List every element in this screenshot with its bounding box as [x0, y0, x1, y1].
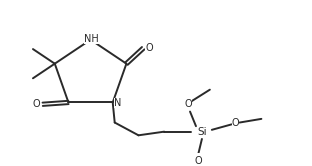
Text: O: O [184, 99, 192, 109]
Text: O: O [232, 118, 239, 127]
Text: O: O [194, 156, 202, 166]
Text: N: N [114, 98, 121, 108]
Text: O: O [33, 99, 41, 109]
Text: O: O [145, 43, 153, 53]
Text: NH: NH [84, 34, 99, 44]
Text: Si: Si [197, 127, 207, 137]
